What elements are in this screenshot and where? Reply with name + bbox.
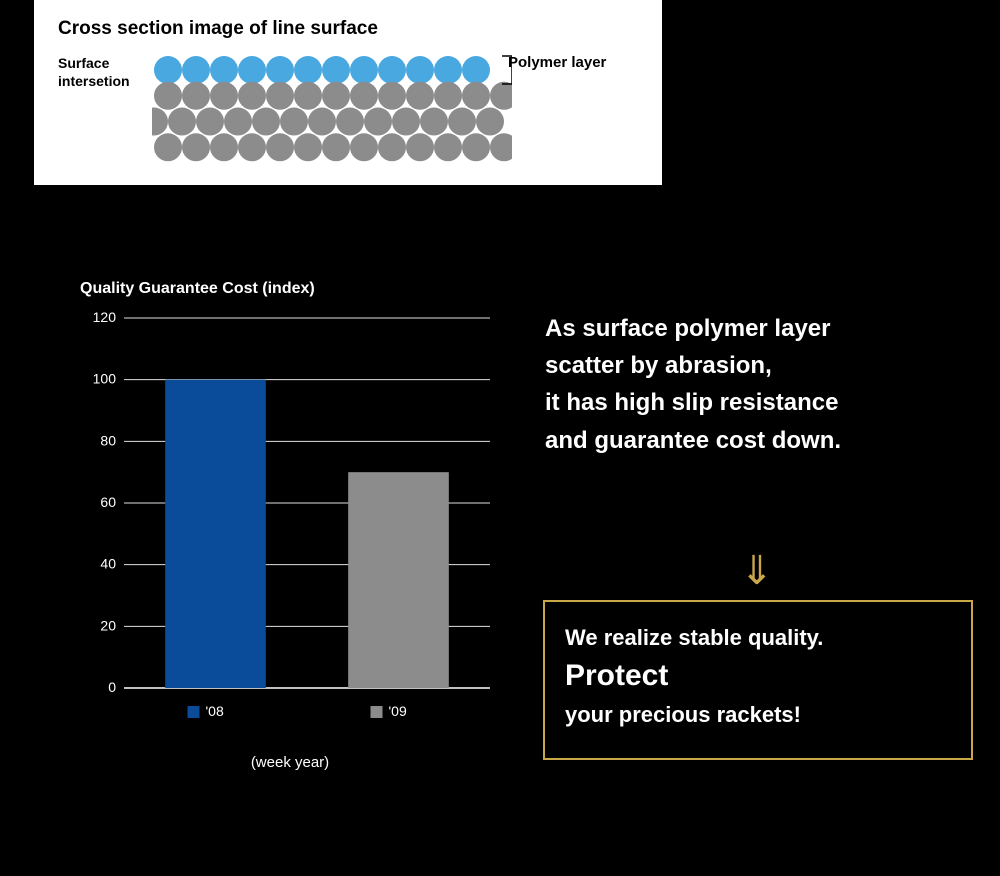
svg-text:60: 60 bbox=[100, 494, 116, 510]
chart-title: Quality Guarantee Cost (index) bbox=[80, 280, 500, 298]
cross-section-diagram: Surface intersetion Polymer layer bbox=[58, 54, 638, 164]
svg-text:80: 80 bbox=[100, 432, 116, 448]
svg-text:20: 20 bbox=[100, 617, 116, 633]
cost-bar-chart: 0 20 40 60 80 100 120 '08 '09 bbox=[80, 308, 500, 748]
svg-text:'09: '09 bbox=[389, 703, 407, 719]
result-line-1: We realize stable quality. bbox=[565, 620, 951, 655]
desc-line-2: scatter by abrasion, bbox=[545, 347, 975, 384]
desc-line-3: it has high slip resistance bbox=[545, 384, 975, 421]
cross-section-title: Cross section image of line surface bbox=[58, 18, 638, 40]
cost-chart-region: Quality Guarantee Cost (index) 0 20 40 60 80… bbox=[80, 280, 500, 800]
result-line-3: your precious rackets! bbox=[565, 697, 951, 732]
svg-text:120: 120 bbox=[93, 309, 117, 325]
surface-intersection-label: Surface intersetion bbox=[58, 54, 148, 90]
chart-year-label: (week year) bbox=[80, 754, 500, 771]
svg-text:0: 0 bbox=[108, 679, 116, 695]
polymer-layer-label: Polymer layer bbox=[508, 54, 638, 71]
result-box: We realize stable quality. Protect your … bbox=[543, 600, 973, 760]
svg-text:'08: '08 bbox=[206, 703, 224, 719]
down-arrow-icon: ⇓ bbox=[740, 548, 764, 594]
desc-line-1: As surface polymer layer bbox=[545, 310, 975, 347]
description-text: As surface polymer layer scatter by abra… bbox=[545, 310, 975, 459]
svg-text:40: 40 bbox=[100, 556, 116, 572]
svg-text:100: 100 bbox=[93, 371, 117, 387]
result-line-2: Protect bbox=[565, 655, 951, 697]
cross-section-svg bbox=[152, 54, 512, 164]
desc-line-4: and guarantee cost down. bbox=[545, 422, 975, 459]
cross-section-panel: Cross section image of line surface Surf… bbox=[34, 0, 662, 185]
